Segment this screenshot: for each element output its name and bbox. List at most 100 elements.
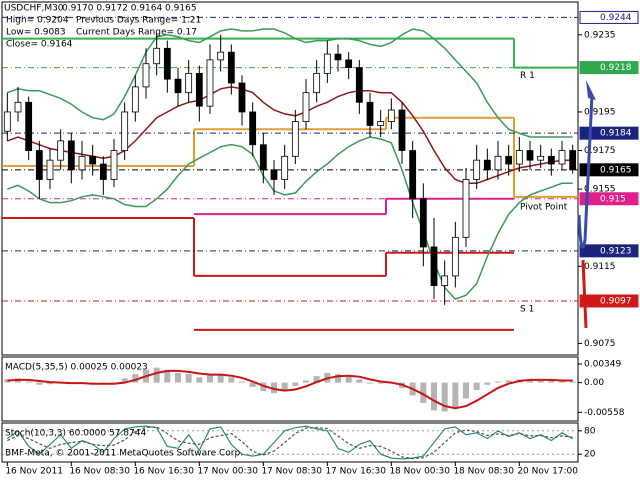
candle-body xyxy=(163,47,171,80)
level-label: R 1 xyxy=(520,71,535,81)
candle-body xyxy=(142,63,150,88)
histogram-bar xyxy=(132,374,139,383)
candle-body xyxy=(67,140,75,171)
histogram-bar xyxy=(537,379,544,383)
y-tick-label: 0.9235 xyxy=(584,30,616,40)
indicator-line xyxy=(7,86,573,185)
candle-body xyxy=(334,53,342,61)
histogram-bar xyxy=(207,375,213,383)
candle-body xyxy=(345,59,353,68)
candle-body xyxy=(505,155,513,165)
candle-body xyxy=(430,246,438,286)
candle-body xyxy=(89,155,97,165)
candle-body xyxy=(409,150,417,200)
candle-body xyxy=(441,275,449,286)
candle-body xyxy=(366,101,374,126)
histogram-bar xyxy=(431,382,437,411)
candle-body xyxy=(462,179,470,238)
x-tick-label: 17 Nov 16:30 xyxy=(325,467,386,477)
histogram-bar xyxy=(559,380,565,383)
price-box xyxy=(579,294,639,308)
histogram-bar xyxy=(495,381,501,383)
histogram-bar xyxy=(121,378,128,383)
price-box-label: 0.9097 xyxy=(600,296,632,306)
histogram-bar xyxy=(185,374,192,383)
x-tick-label: 17 Nov 08:30 xyxy=(261,467,322,477)
copyright: BMF-Meta, © 2001-2011 MetaQuotes Softwar… xyxy=(5,449,243,459)
histogram-bar xyxy=(505,380,512,383)
candle-body xyxy=(526,150,534,161)
stoch-panel xyxy=(1,422,579,463)
histogram-bar xyxy=(36,382,43,385)
plot-layer: 0.9235 0.9195 0.9175 0.9155 0.9115 0.9075 R 1 P… xyxy=(2,10,639,477)
x-tick-label: 18 Nov 08:30 xyxy=(453,467,514,477)
candle-body xyxy=(259,144,267,171)
candle-body xyxy=(270,169,278,180)
histogram-bar xyxy=(292,382,299,386)
candle-body xyxy=(473,159,481,180)
level-label: Pivot Point xyxy=(520,202,568,212)
y-tick-label: 0.9155 xyxy=(584,185,616,195)
y-tick-label: 0.9195 xyxy=(584,107,616,117)
histogram-bar xyxy=(313,376,320,383)
candle-body xyxy=(174,78,182,94)
histogram-bar xyxy=(367,382,373,384)
candle-body xyxy=(217,51,225,61)
candle-body xyxy=(483,159,491,171)
arrow xyxy=(577,94,594,249)
histogram-bar xyxy=(420,382,427,403)
price-box xyxy=(579,192,639,206)
y-tick-label: 0.9115 xyxy=(584,262,616,272)
candle-body xyxy=(99,163,107,180)
chart-subtitle: 0.9170 0.9172 0.9164 0.9165 xyxy=(62,4,197,14)
price-box-label: 0.915 xyxy=(600,194,626,204)
histogram-bar xyxy=(548,380,555,383)
candle-body xyxy=(398,109,406,151)
price-box xyxy=(579,244,639,258)
y-tick-label: 0.00349 xyxy=(584,359,621,369)
main-panel xyxy=(1,1,579,356)
info: Current Days Range= 0.17 xyxy=(76,28,197,38)
histogram-bar xyxy=(249,382,256,387)
stoch-line xyxy=(7,426,573,460)
price-box xyxy=(579,61,639,75)
macd-panel xyxy=(1,356,579,422)
indicator-line xyxy=(7,28,573,138)
price-box xyxy=(579,163,639,177)
candle-body xyxy=(377,121,385,126)
candle-body xyxy=(227,51,235,84)
histogram-bar xyxy=(239,381,245,383)
histogram-bar xyxy=(484,382,491,385)
histogram-bar xyxy=(473,382,480,391)
histogram-bar xyxy=(25,381,32,383)
histogram-bar xyxy=(271,382,277,394)
indicator-line xyxy=(7,136,573,300)
candle-body xyxy=(35,150,43,180)
candle-body xyxy=(153,47,161,65)
candle-body xyxy=(78,155,86,171)
candle-body xyxy=(494,155,502,171)
histogram-bar xyxy=(47,382,53,385)
candle-body xyxy=(355,67,363,103)
panel-title: MACD(5,35,5) 0.00025 0.00023 xyxy=(5,363,148,373)
histogram-bar xyxy=(463,382,469,399)
candle-body xyxy=(14,101,22,113)
candle-body xyxy=(57,140,65,161)
candle-body xyxy=(195,72,203,107)
histogram-bar xyxy=(335,374,341,383)
histogram-bar xyxy=(281,382,288,392)
candle-body xyxy=(558,150,566,165)
y-tick-label: 0.00 xyxy=(584,378,604,388)
candle-body xyxy=(569,150,577,171)
histogram-bar xyxy=(356,379,363,383)
histogram-bar xyxy=(452,382,459,409)
candle-body xyxy=(131,86,139,113)
candle-body xyxy=(3,111,11,132)
histogram-bar xyxy=(175,373,181,383)
histogram-bar xyxy=(527,379,533,383)
price-box-label: 0.9218 xyxy=(600,63,632,73)
candle-body xyxy=(291,121,299,157)
candle-body xyxy=(547,155,555,165)
